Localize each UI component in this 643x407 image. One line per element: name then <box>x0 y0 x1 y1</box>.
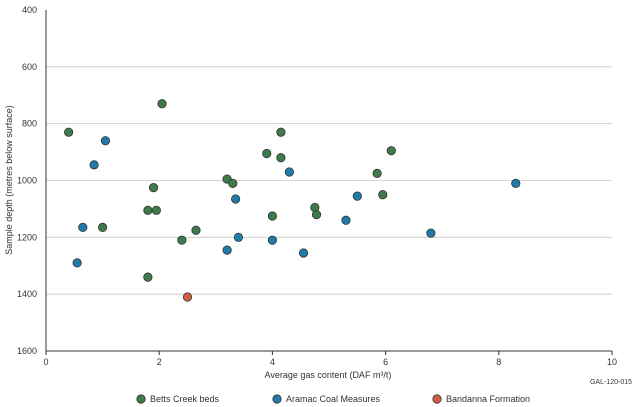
data-point <box>98 222 108 232</box>
x-tick-labels: 0 2 4 6 8 10 <box>43 351 617 367</box>
legend-item: Betts Creek beds <box>136 394 220 404</box>
data-point <box>352 191 362 201</box>
data-point <box>511 178 521 188</box>
data-point <box>267 211 277 221</box>
data-point <box>148 183 159 193</box>
data-point <box>143 272 153 282</box>
data-point <box>222 245 232 255</box>
data-point <box>182 292 193 302</box>
x-tick-label: 10 <box>607 357 617 367</box>
x-tick-label: 4 <box>270 357 275 367</box>
data-point <box>231 194 241 204</box>
x-tick-label: 2 <box>157 357 162 367</box>
data-point <box>262 148 272 159</box>
data-point <box>378 190 388 200</box>
legend-marker <box>432 394 442 404</box>
x-tick-label: 6 <box>383 357 388 367</box>
data-points <box>64 99 521 302</box>
y-tick-label: 600 <box>22 62 37 72</box>
x-tick-label: 8 <box>496 357 501 367</box>
data-point <box>386 146 396 156</box>
data-point <box>64 127 74 137</box>
axes <box>45 10 612 352</box>
figure-reference-code: GAL-120-015 <box>590 379 632 386</box>
data-point <box>157 99 167 109</box>
legend-item: Aramac Coal Measures <box>272 394 381 404</box>
gridlines <box>46 66 612 295</box>
y-axis-label: Sample depth (metres below surface) <box>4 105 14 255</box>
data-point <box>341 215 351 225</box>
y-tick-label: 1400 <box>17 289 37 299</box>
data-point <box>228 178 238 188</box>
data-point <box>177 235 187 245</box>
x-axis-label: Average gas content (DAF m³/t) <box>265 370 392 380</box>
data-point <box>72 258 82 268</box>
y-tick-labels: 400 600 800 1000 1200 1400 1600 <box>17 5 37 356</box>
data-point <box>191 225 201 235</box>
x-tick-label: 0 <box>43 357 48 367</box>
legend-item: Bandanna Formation <box>432 394 530 404</box>
legend-marker <box>136 394 146 404</box>
data-point <box>284 167 294 177</box>
data-point <box>276 153 286 163</box>
data-point <box>151 205 161 215</box>
data-point <box>426 228 436 238</box>
data-point <box>100 136 111 146</box>
y-tick-label: 800 <box>22 119 37 129</box>
legend-label: Betts Creek beds <box>150 394 220 404</box>
data-point <box>372 168 382 178</box>
data-point <box>311 210 322 220</box>
y-tick-label: 1600 <box>17 346 37 356</box>
data-point <box>78 222 88 232</box>
y-tick-label: 1000 <box>17 176 37 186</box>
data-point <box>276 127 286 137</box>
data-point <box>233 232 244 242</box>
legend-label: Bandanna Formation <box>446 394 530 404</box>
data-point <box>89 160 99 170</box>
y-tick-label: 1200 <box>17 232 37 242</box>
legend-label: Aramac Coal Measures <box>286 394 381 404</box>
legend: Betts Creek beds Aramac Coal Measures Band… <box>136 394 530 404</box>
y-tick-label: 400 <box>22 5 37 15</box>
data-point <box>143 205 153 215</box>
legend-marker <box>272 394 282 404</box>
data-point <box>267 235 277 245</box>
data-point <box>298 248 309 258</box>
